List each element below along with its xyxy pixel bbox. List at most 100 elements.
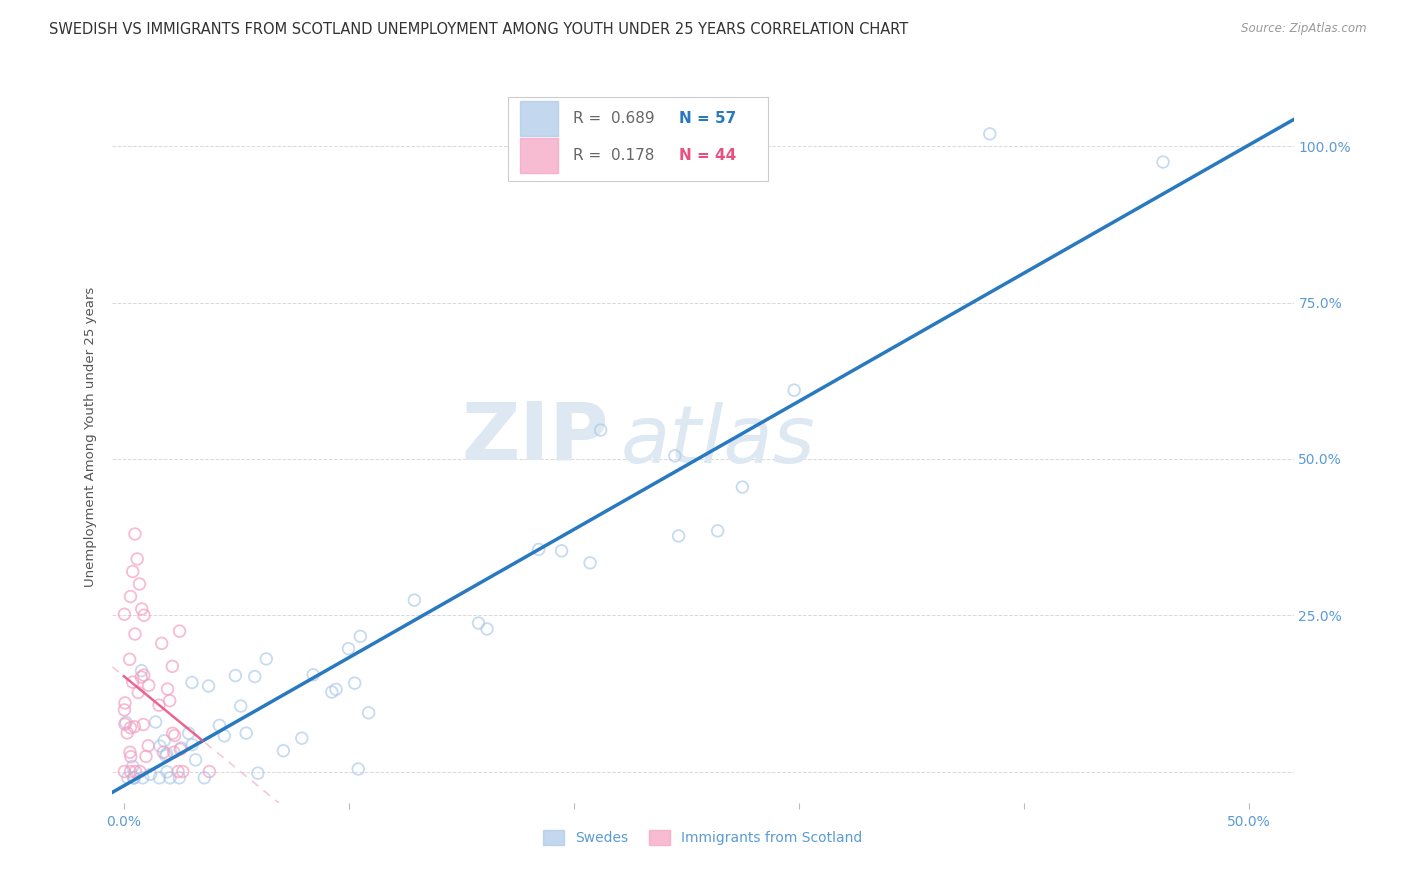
Point <box>118 652 141 666</box>
Point <box>169 771 191 785</box>
Point <box>156 747 179 761</box>
Point <box>129 670 152 684</box>
Point <box>115 715 138 730</box>
Point <box>112 764 135 779</box>
Bar <box>520 102 558 136</box>
Text: Source: ZipAtlas.com: Source: ZipAtlas.com <box>1241 22 1367 36</box>
Point <box>112 607 135 622</box>
Point <box>159 771 181 785</box>
Point <box>197 679 219 693</box>
Point <box>129 764 152 779</box>
Point <box>291 731 314 746</box>
Point <box>128 577 150 591</box>
Point <box>214 729 236 743</box>
Point <box>731 480 754 494</box>
Point <box>132 668 155 682</box>
Point <box>184 753 207 767</box>
Point <box>132 608 155 623</box>
Point <box>163 745 186 759</box>
Point <box>150 636 173 650</box>
Point <box>138 678 160 692</box>
Point <box>208 718 231 732</box>
Y-axis label: Unemployment Among Youth under 25 years: Unemployment Among Youth under 25 years <box>83 287 97 587</box>
Point <box>325 682 347 697</box>
Point <box>115 726 138 740</box>
Point <box>112 703 135 717</box>
Point <box>153 734 176 748</box>
Point <box>122 771 145 785</box>
Text: N = 57: N = 57 <box>679 112 737 127</box>
Point <box>127 552 149 566</box>
Point <box>159 694 181 708</box>
Point <box>343 676 366 690</box>
Point <box>132 717 155 731</box>
Point <box>224 668 246 682</box>
Point <box>131 664 153 678</box>
Point <box>589 423 612 437</box>
Point <box>235 726 257 740</box>
Text: N = 44: N = 44 <box>679 148 737 163</box>
Point <box>131 602 153 616</box>
Text: ZIP: ZIP <box>461 398 609 476</box>
Text: R =  0.178: R = 0.178 <box>574 148 654 163</box>
Text: atlas: atlas <box>620 401 815 480</box>
Point <box>121 759 143 773</box>
Point <box>302 667 325 681</box>
Point <box>169 624 191 639</box>
Point <box>122 771 145 785</box>
Point <box>193 771 215 785</box>
Point <box>162 659 184 673</box>
Point <box>120 590 142 604</box>
Point <box>668 529 690 543</box>
Point <box>169 742 191 756</box>
Point <box>135 749 157 764</box>
Point <box>273 744 295 758</box>
Point <box>664 449 686 463</box>
Point <box>337 641 360 656</box>
Point <box>475 622 498 636</box>
Point <box>120 749 142 764</box>
Point <box>118 745 141 759</box>
Point <box>198 764 221 779</box>
Point <box>136 739 159 753</box>
Point <box>254 652 277 666</box>
Point <box>122 771 145 785</box>
Point <box>155 748 177 763</box>
Point <box>148 771 170 785</box>
Point <box>121 675 143 690</box>
Point <box>114 717 136 731</box>
Legend: Swedes, Immigrants from Scotland: Swedes, Immigrants from Scotland <box>538 825 868 851</box>
Point <box>131 771 153 785</box>
Point <box>404 593 426 607</box>
Point <box>170 741 193 756</box>
Point <box>156 682 179 697</box>
Point <box>148 698 170 713</box>
Point <box>1152 155 1174 169</box>
Text: SWEDISH VS IMMIGRANTS FROM SCOTLAND UNEMPLOYMENT AMONG YOUTH UNDER 25 YEARS CORR: SWEDISH VS IMMIGRANTS FROM SCOTLAND UNEM… <box>49 22 908 37</box>
Point <box>979 127 1001 141</box>
Point <box>467 616 489 631</box>
Point <box>156 764 179 779</box>
Point <box>706 524 728 538</box>
Point <box>177 726 200 740</box>
Point <box>527 542 550 557</box>
Point <box>181 738 204 752</box>
Point <box>139 767 162 781</box>
Point <box>121 565 143 579</box>
Point <box>783 383 806 397</box>
Point <box>181 675 204 690</box>
Point <box>145 714 167 729</box>
Text: R =  0.689: R = 0.689 <box>574 112 655 127</box>
Point <box>127 685 149 699</box>
Point <box>120 764 142 779</box>
Point <box>124 627 146 641</box>
Point <box>124 764 146 779</box>
Point <box>243 669 266 683</box>
Point <box>124 527 146 541</box>
Point <box>120 721 142 735</box>
Point <box>149 739 172 753</box>
Point <box>163 729 186 743</box>
Point <box>347 762 370 776</box>
Point <box>124 720 146 734</box>
Point <box>321 685 343 699</box>
